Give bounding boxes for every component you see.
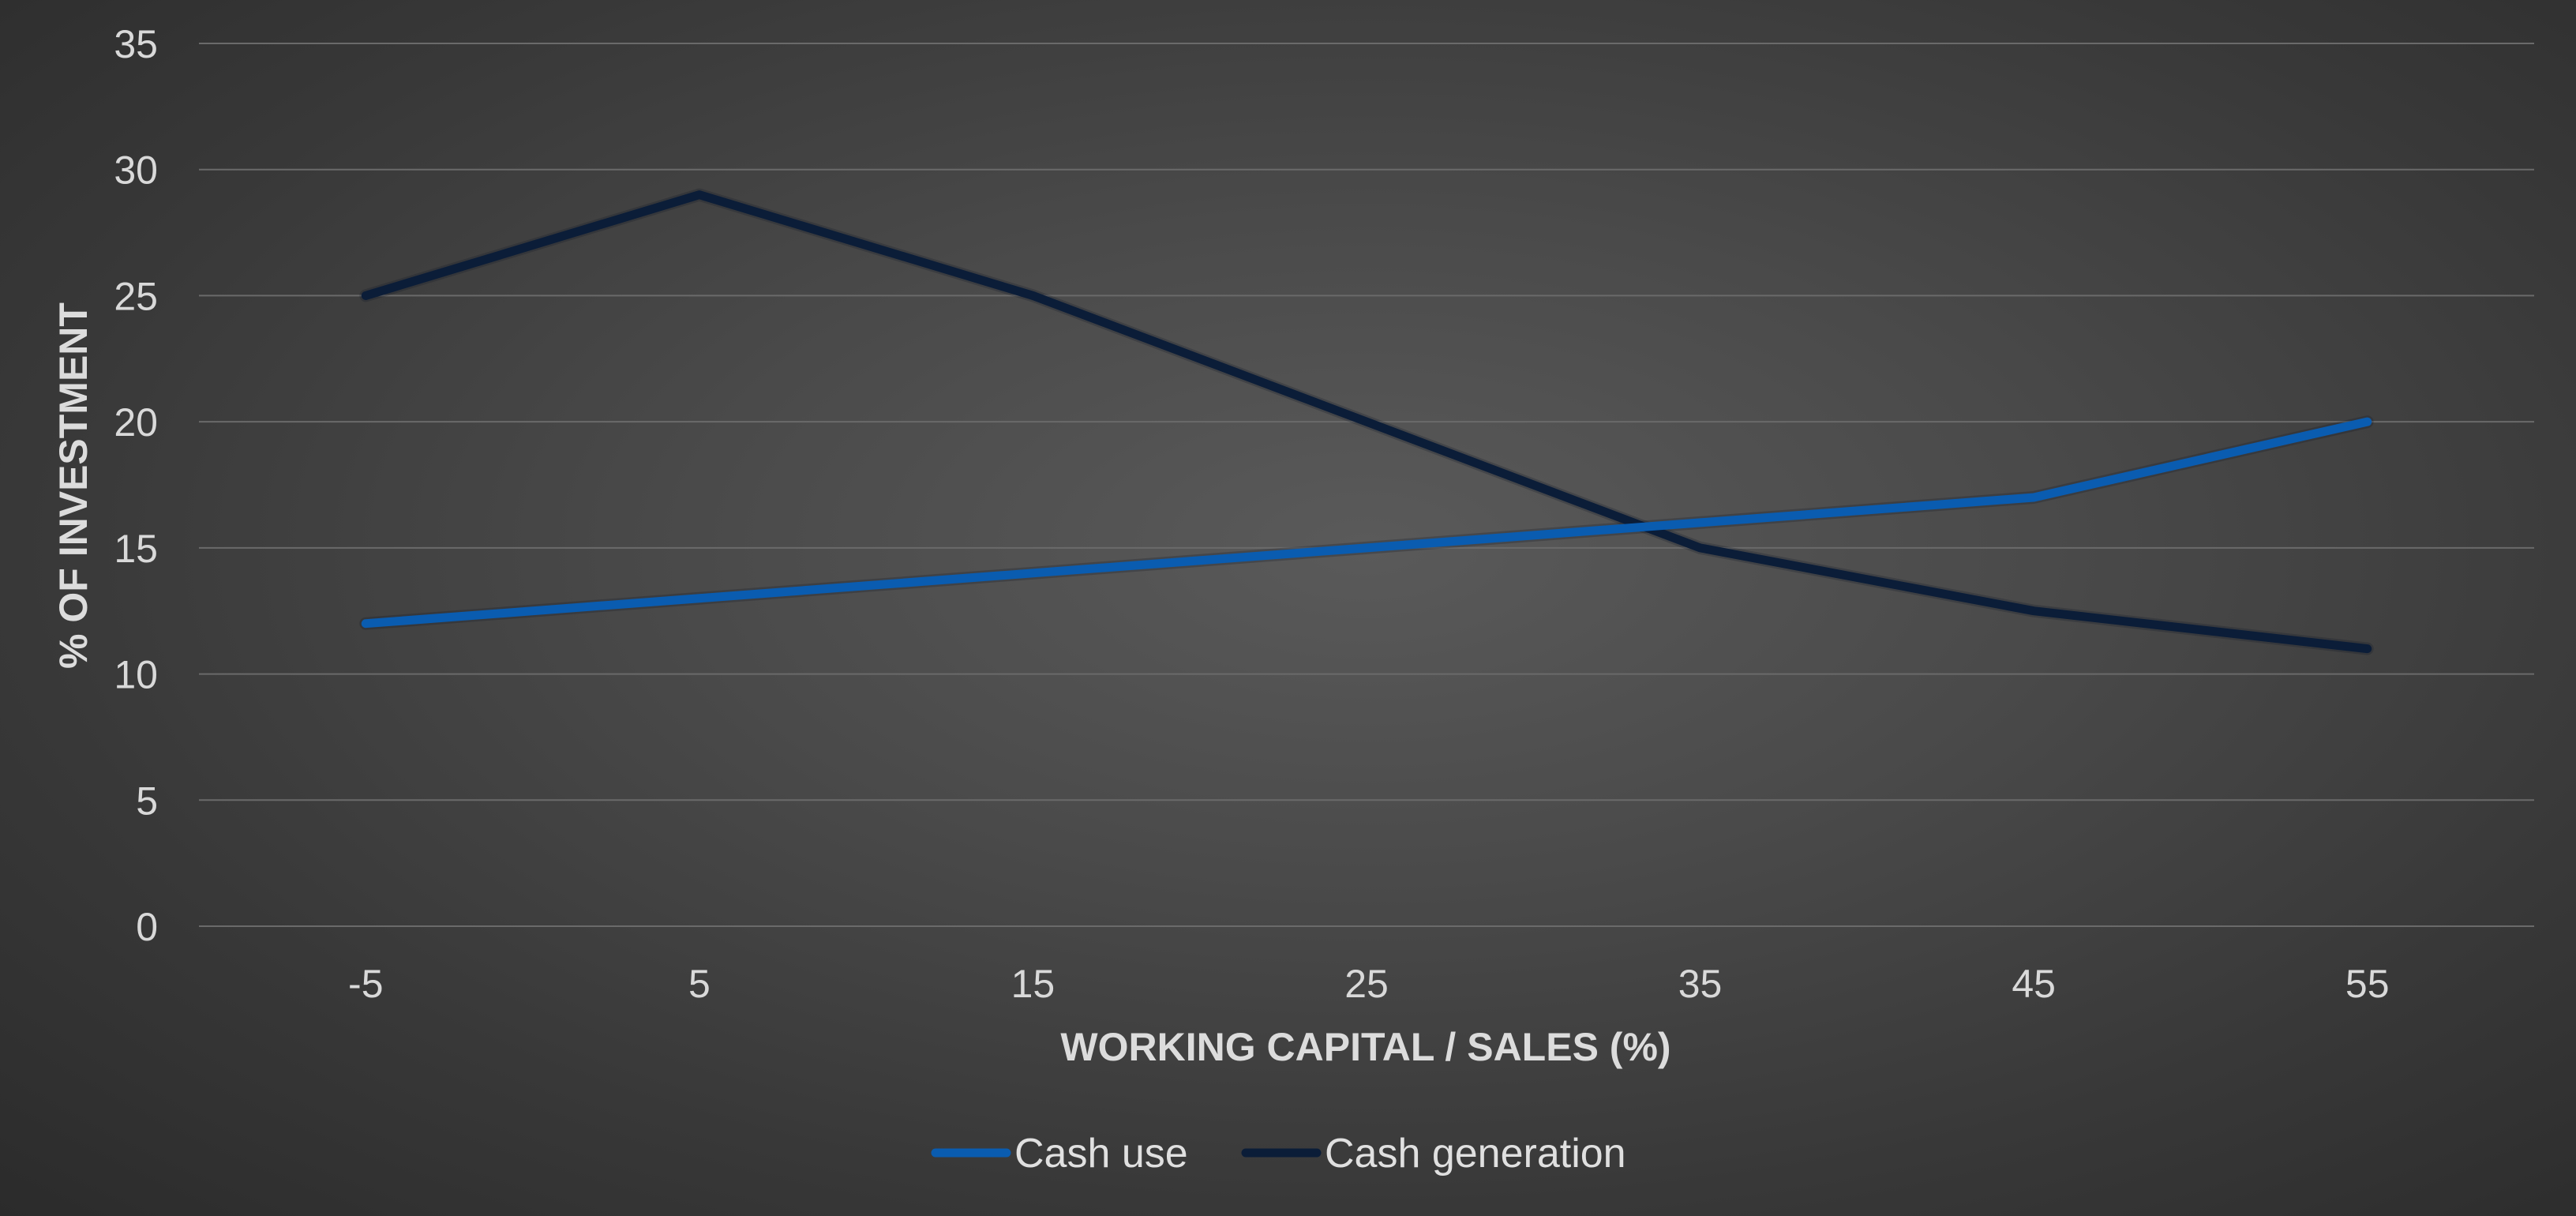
x-axis-title: WORKING CAPITAL / SALES (%): [1060, 1025, 1670, 1069]
legend-label: Cash generation: [1325, 1131, 1626, 1177]
y-tick-label: 10: [114, 653, 158, 697]
y-tick-label: 20: [114, 400, 158, 445]
y-tick-label: 35: [114, 22, 158, 66]
series-line-shadow: [359, 415, 2374, 630]
legend: Cash use Cash generation: [931, 1131, 1626, 1177]
y-axis-ticks: 0 5 10 15 20 25 30 35: [114, 22, 158, 949]
x-tick-label: -5: [348, 962, 383, 1006]
series-line-cash-use: [361, 417, 2372, 629]
x-axis-ticks: -5 5 15 25 35 45 55: [348, 962, 2389, 1006]
x-tick-label: 25: [1344, 962, 1389, 1006]
y-tick-label: 25: [114, 274, 158, 318]
x-tick-label: 45: [2012, 962, 2056, 1006]
y-axis-title: % OF INVESTMENT: [51, 302, 96, 669]
gridlines: [199, 43, 2534, 927]
y-tick-label: 15: [114, 527, 158, 571]
series-lines: [359, 188, 2374, 655]
x-tick-label: 15: [1011, 962, 1056, 1006]
x-tick-label: 5: [688, 962, 711, 1006]
y-tick-label: 5: [136, 779, 158, 823]
y-tick-label: 30: [114, 148, 158, 193]
series-line-cash-generation: [361, 190, 2372, 654]
x-tick-label: 35: [1678, 962, 1723, 1006]
y-tick-label: 0: [136, 905, 158, 949]
legend-label: Cash use: [1014, 1131, 1188, 1177]
x-tick-label: 55: [2345, 962, 2390, 1006]
